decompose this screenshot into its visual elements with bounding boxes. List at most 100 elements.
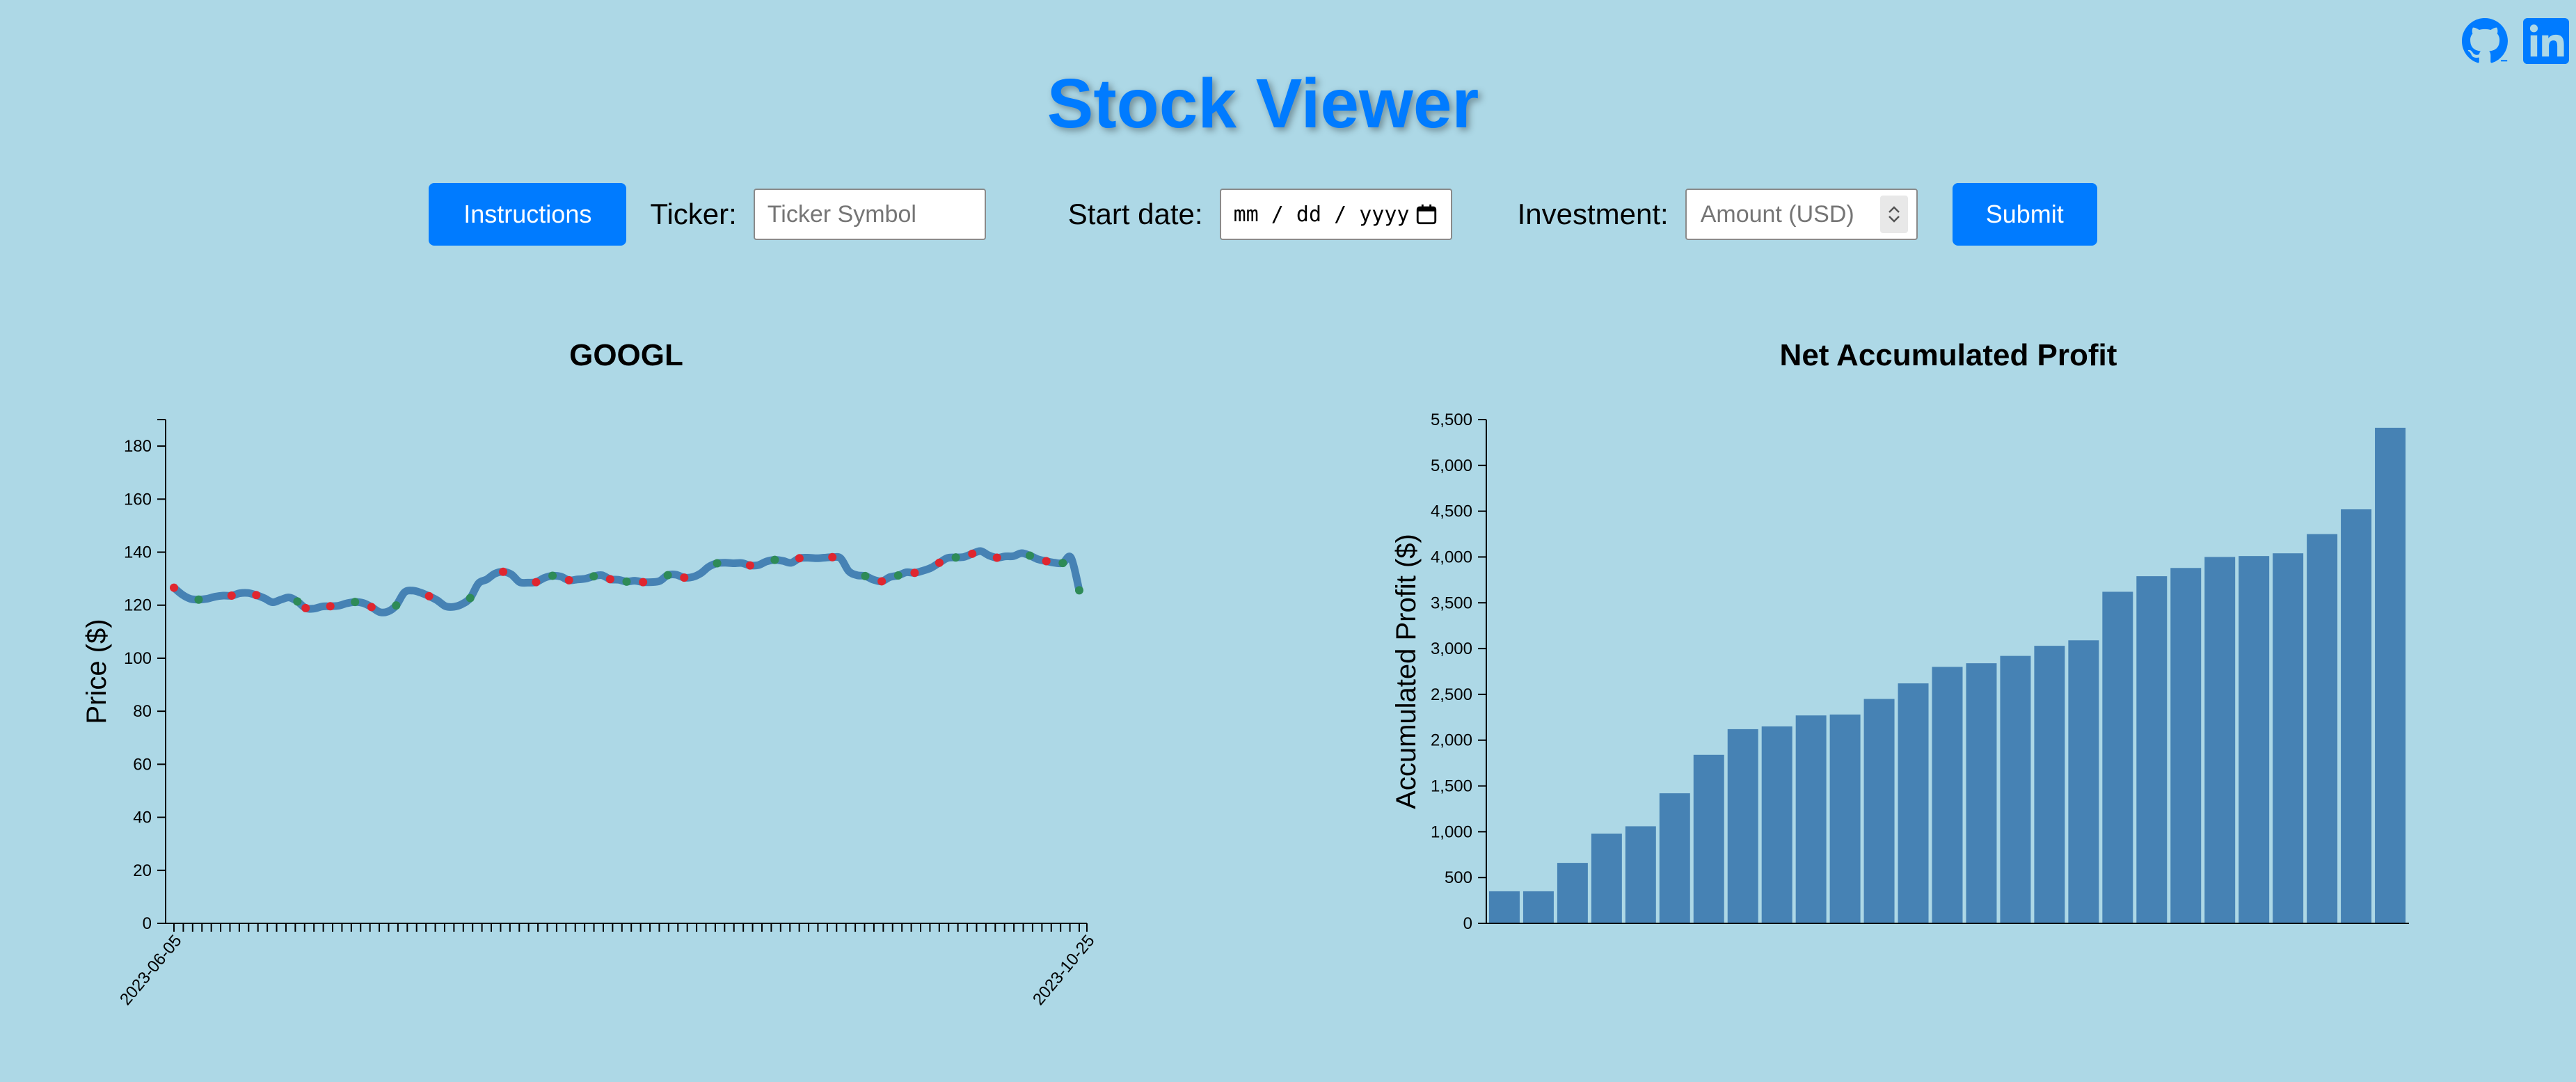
profit-bar xyxy=(1829,714,1861,923)
sell-marker xyxy=(227,591,236,600)
sell-marker xyxy=(1042,557,1051,566)
sell-marker xyxy=(935,558,944,567)
profit-bar xyxy=(1591,833,1622,923)
profit-bar xyxy=(1522,891,1554,923)
profit-y-tick-label: 4,000 xyxy=(1431,548,1472,566)
page-title: Stock Viewer xyxy=(1047,65,1479,143)
price-y-tick-label: 180 xyxy=(124,437,152,456)
sell-marker xyxy=(301,603,310,612)
investment-field xyxy=(1685,189,1918,240)
investment-label: Investment: xyxy=(1517,198,1669,230)
buy-marker xyxy=(351,598,360,607)
profit-bar xyxy=(1761,726,1792,923)
profit-y-tick-label: 4,500 xyxy=(1431,502,1472,521)
profit-bar xyxy=(2102,591,2133,923)
calendar-icon[interactable] xyxy=(1415,202,1438,226)
price-y-tick-label: 100 xyxy=(124,649,152,668)
price-y-tick-label: 160 xyxy=(124,490,152,509)
profit-y-tick-label: 5,000 xyxy=(1431,456,1472,475)
sell-marker xyxy=(910,568,919,578)
profit-y-tick-label: 1,500 xyxy=(1431,777,1472,796)
profit-bar xyxy=(1489,891,1520,923)
sell-marker xyxy=(326,602,335,611)
sell-marker xyxy=(424,591,434,600)
price-y-tick-label: 40 xyxy=(133,809,152,827)
start-date-label: Start date: xyxy=(1067,198,1203,230)
sell-marker xyxy=(639,578,648,587)
controls-bar: Instructions Ticker: Start date: mm / dd… xyxy=(0,183,2526,246)
profit-y-tick-label: 3,500 xyxy=(1431,594,1472,612)
sell-marker xyxy=(252,591,261,600)
sell-marker xyxy=(532,578,541,587)
price-y-axis-label: Price ($) xyxy=(81,619,112,724)
chevron-up-icon[interactable] xyxy=(1887,205,1901,214)
profit-y-axis-label: Accumulated Profit ($) xyxy=(1391,534,1422,809)
ticker-input[interactable] xyxy=(753,189,986,240)
sell-marker xyxy=(680,573,689,582)
linkedin-icon[interactable] xyxy=(2523,18,2569,64)
investment-input[interactable] xyxy=(1699,200,1869,229)
start-date-placeholder: mm / dd / yyyy xyxy=(1233,202,1410,227)
buy-marker xyxy=(1058,559,1067,568)
buy-marker xyxy=(663,571,672,580)
profit-bar xyxy=(1795,715,1827,923)
buy-marker xyxy=(861,571,870,580)
submit-button[interactable]: Submit xyxy=(1952,183,2097,246)
profit-bar xyxy=(2307,534,2338,923)
sell-marker xyxy=(499,567,508,576)
number-spinner[interactable] xyxy=(1879,196,1908,233)
start-date-input[interactable]: mm / dd / yyyy xyxy=(1219,189,1452,240)
profit-bar xyxy=(1557,863,1588,923)
buy-marker xyxy=(1075,586,1083,595)
sell-marker xyxy=(992,553,1001,562)
profit-y-tick-label: 3,000 xyxy=(1431,639,1472,658)
profit-y-tick-label: 2,000 xyxy=(1431,731,1472,750)
price-y-tick-label: 140 xyxy=(124,543,152,562)
buy-marker xyxy=(893,571,903,580)
buy-marker xyxy=(770,555,779,564)
price-y-tick-label: 60 xyxy=(133,755,152,774)
buy-marker xyxy=(392,601,401,610)
profit-bar xyxy=(2170,568,2202,923)
price-y-tick-label: 80 xyxy=(133,702,152,721)
profit-bar xyxy=(2239,556,2270,923)
price-chart-title: GOOGL xyxy=(569,338,683,372)
profit-bar xyxy=(1932,667,1963,923)
instructions-button[interactable]: Instructions xyxy=(429,183,627,246)
profit-y-tick-label: 5,500 xyxy=(1431,411,1472,429)
profit-bar xyxy=(2034,646,2065,923)
profit-bar xyxy=(2341,509,2372,923)
price-y-axis: 0 20 40 60 80 100 120 140 160 180 xyxy=(124,419,166,933)
buy-marker xyxy=(951,553,960,562)
profit-bar xyxy=(1898,683,1929,923)
price-y-tick-label: 0 xyxy=(143,914,152,933)
chevron-down-icon[interactable] xyxy=(1887,214,1901,224)
sell-marker xyxy=(170,583,178,592)
sell-marker xyxy=(828,552,837,562)
price-y-tick-label: 120 xyxy=(124,596,152,615)
buy-marker xyxy=(548,571,557,580)
profit-y-tick-label: 0 xyxy=(1463,914,1472,933)
buy-marker xyxy=(293,597,302,606)
buy-marker xyxy=(194,595,203,604)
buy-marker xyxy=(589,572,598,581)
profit-y-tick-label: 500 xyxy=(1445,868,1472,887)
buy-marker xyxy=(466,594,475,603)
sell-marker xyxy=(968,549,977,558)
github-icon[interactable] xyxy=(2462,18,2508,64)
profit-y-tick-label: 2,500 xyxy=(1431,685,1472,704)
profit-bar xyxy=(2136,576,2168,923)
sell-marker xyxy=(877,577,887,586)
profit-chart-title: Net Accumulated Profit xyxy=(1779,338,2117,372)
profit-y-axis: 0 500 1,000 1,500 2,000 2,500 3,000 3,500 4,000 4… xyxy=(1431,411,1487,933)
buy-marker xyxy=(713,559,722,568)
profit-bar xyxy=(1659,793,1690,923)
sell-marker xyxy=(605,575,614,584)
buy-marker xyxy=(1026,551,1035,560)
sell-marker xyxy=(795,554,804,563)
profit-y-tick-label: 1,000 xyxy=(1431,822,1472,841)
profit-bar xyxy=(1727,729,1758,923)
profit-bar xyxy=(2204,557,2236,923)
